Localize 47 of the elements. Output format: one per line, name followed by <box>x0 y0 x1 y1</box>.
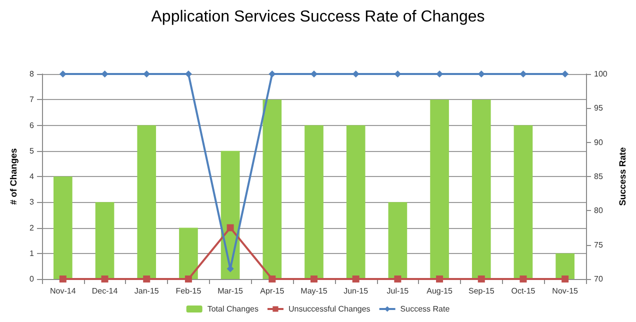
bar <box>346 125 366 279</box>
x-tick-label: Jun-15 <box>344 286 369 296</box>
chart-title: Application Services Success Rate of Changes <box>151 8 485 26</box>
y2-tick-label: 70 <box>594 274 604 284</box>
y-tick-label: 0 <box>30 274 35 284</box>
y2-tick-label: 75 <box>594 240 604 250</box>
bar <box>179 228 198 279</box>
x-tick-label: Apr-15 <box>260 286 285 296</box>
y2-tick-label: 90 <box>594 138 604 147</box>
y-tick-label: 8 <box>30 70 35 78</box>
bar <box>137 125 156 279</box>
bar <box>514 125 533 279</box>
x-tick-label: Nov-14 <box>50 286 76 296</box>
bar <box>430 100 449 279</box>
y-tick-label: 3 <box>30 198 35 207</box>
bar <box>262 100 282 279</box>
x-tick-label: Dec-14 <box>92 286 118 296</box>
bar <box>388 202 408 279</box>
legend-label: Unsuccessful Changes <box>288 304 370 314</box>
y2-tick-label: 85 <box>594 172 604 181</box>
y2-tick-label: 80 <box>594 206 604 216</box>
bar <box>54 176 72 279</box>
bar <box>472 100 491 279</box>
y2-axis-title: Success Rate <box>618 147 628 206</box>
x-tick-label: Jan-15 <box>134 286 160 296</box>
x-tick-label: Nov-15 <box>552 286 579 296</box>
x-tick-label: Feb-15 <box>176 286 202 296</box>
y2-tick-label: 100 <box>594 70 608 78</box>
x-tick-label: Mar-15 <box>218 286 244 296</box>
y-tick-label: 5 <box>30 146 35 156</box>
y-tick-label: 7 <box>30 95 35 104</box>
legend-label: Success Rate <box>400 304 450 314</box>
y-tick-label: 4 <box>30 172 35 181</box>
y-tick-label: 1 <box>30 248 35 258</box>
x-tick-label: May-15 <box>300 286 328 296</box>
y-axis-title: # of Changes <box>8 148 18 205</box>
legend-label: Total Changes <box>207 304 258 314</box>
x-tick-label: Oct-15 <box>511 286 536 296</box>
x-tick-label: Aug-15 <box>426 286 453 296</box>
bar <box>556 253 574 279</box>
y-tick-label: 2 <box>30 223 35 232</box>
bar <box>304 125 324 279</box>
x-tick-label: Jul-15 <box>386 286 410 296</box>
bar <box>95 202 114 279</box>
y-tick-label: 6 <box>30 120 35 130</box>
y2-tick-label: 95 <box>594 104 604 113</box>
x-tick-label: Sep-15 <box>468 286 495 296</box>
